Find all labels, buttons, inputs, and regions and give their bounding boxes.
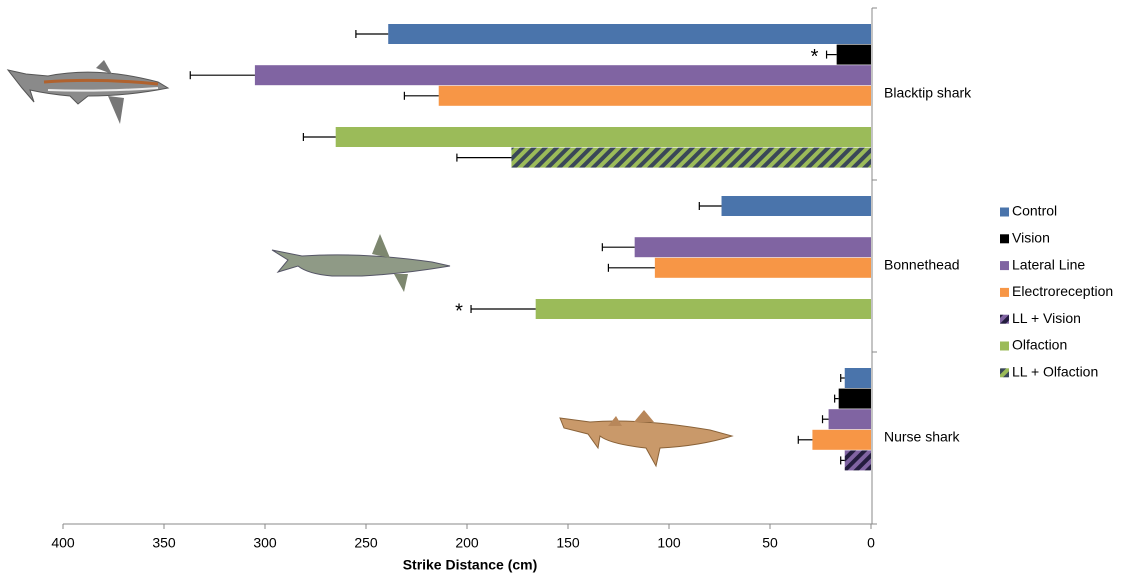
bar [255, 65, 871, 85]
legend-label: Control [1012, 203, 1057, 219]
legend-label: Olfaction [1012, 337, 1067, 353]
legend-swatch [1000, 261, 1009, 270]
y-tick-label: Blacktip shark [884, 85, 972, 101]
bar [336, 127, 871, 147]
bar [388, 24, 871, 44]
bar [845, 450, 871, 470]
x-tick-label: 150 [556, 535, 580, 551]
shark-illustration [272, 234, 450, 292]
legend-label: LL + Vision [1012, 310, 1081, 326]
x-tick-label: 200 [455, 535, 479, 551]
legend-swatch [1000, 368, 1009, 377]
legend-swatch [1000, 315, 1009, 324]
legend-swatch [1000, 208, 1009, 217]
bar [829, 409, 871, 429]
y-tick-label: Nurse shark [884, 429, 960, 445]
chart: Strike Distance (cm) 400 350 300 250 200 150 1… [0, 0, 1127, 577]
y-tick-label: Bonnethead [884, 257, 960, 273]
bar [655, 258, 871, 278]
bar [839, 389, 871, 409]
x-tick-label: 400 [51, 535, 75, 551]
shark-illustration [560, 410, 732, 466]
legend-swatch [1000, 288, 1009, 297]
x-tick-label: 350 [152, 535, 176, 551]
legend-swatch [1000, 342, 1009, 351]
x-tick-label: 100 [657, 535, 681, 551]
x-tick-label: 0 [867, 535, 875, 551]
legend-label: Electroreception [1012, 283, 1113, 299]
bar [536, 299, 871, 319]
bar [439, 86, 871, 106]
significance-marker: * [455, 300, 463, 322]
x-tick-label: 50 [762, 535, 778, 551]
bar [635, 237, 871, 257]
bar [812, 430, 871, 450]
legend-label: LL + Olfaction [1012, 364, 1098, 380]
bar [837, 45, 871, 65]
x-axis-label: Strike Distance (cm) [403, 557, 538, 573]
x-tick-label: 300 [253, 535, 277, 551]
legend-swatch [1000, 234, 1009, 243]
bar [511, 148, 871, 168]
legend-label: Vision [1012, 230, 1050, 246]
x-tick-label: 250 [354, 535, 378, 551]
bar [722, 196, 871, 216]
significance-marker: * [811, 46, 819, 68]
shark-illustration [8, 60, 168, 124]
legend-label: Lateral Line [1012, 256, 1085, 272]
bar [845, 368, 871, 388]
